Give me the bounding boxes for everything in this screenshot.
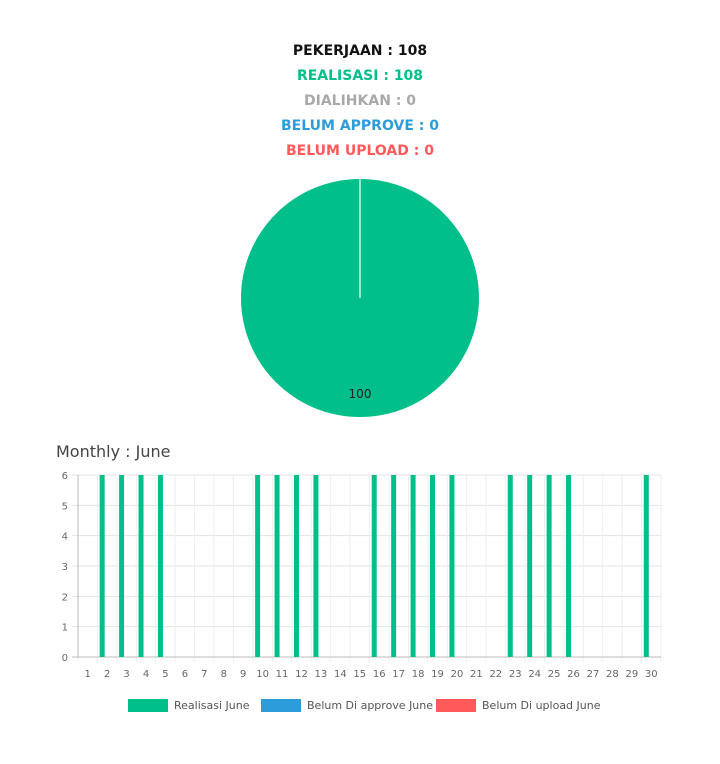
belum-approve-total: BELUM APPROVE : 0 (281, 118, 439, 134)
bar-realisasi-june-12[interactable] (293, 475, 299, 657)
bar-realisasi-june-24[interactable] (527, 475, 533, 657)
dialihkan-total: DIALIHKAN : 0 (304, 93, 416, 109)
x-tick-label: 2 (104, 669, 110, 680)
x-tick-label: 1 (85, 669, 91, 680)
x-tick-label: 5 (162, 669, 168, 680)
bar-realisasi-june-26[interactable] (566, 475, 572, 657)
bar-realisasi-june-20[interactable] (449, 475, 455, 657)
y-tick-label: 0 (62, 653, 68, 664)
x-tick-label: 24 (528, 669, 541, 680)
chart-legend: Realisasi June Belum Di approve June Bel… (0, 696, 720, 714)
bar-realisasi-june-5[interactable] (157, 475, 163, 657)
bar-realisasi-june-19[interactable] (430, 475, 436, 657)
legend-item-realisasi[interactable]: Realisasi June (128, 696, 249, 714)
bar-realisasi-june-11[interactable] (274, 475, 280, 657)
realisasi-total: REALISASI : 108 (296, 68, 424, 84)
legend-swatch-belum-upload (436, 698, 476, 712)
x-tick-label: 29 (625, 669, 638, 680)
bar-realisasi-june-18[interactable] (410, 475, 416, 657)
legend-swatch-realisasi (128, 698, 168, 712)
x-tick-label: 19 (431, 669, 444, 680)
x-tick-label: 26 (567, 669, 580, 680)
legend-label-realisasi: Realisasi June (174, 698, 250, 712)
x-tick-label: 20 (451, 669, 464, 680)
x-tick-label: 10 (256, 669, 269, 680)
pie-data-label: 100 (349, 387, 372, 401)
legend-item-belum-upload[interactable]: Belum Di upload June (436, 696, 601, 714)
x-tick-label: 30 (645, 669, 658, 680)
bar-realisasi-june-17[interactable] (391, 475, 397, 657)
bar-realisasi-june-3[interactable] (119, 475, 125, 657)
x-tick-label: 7 (201, 669, 207, 680)
y-tick-label: 3 (62, 562, 68, 573)
x-tick-label: 4 (143, 669, 149, 680)
x-tick-label: 9 (240, 669, 246, 680)
bar-realisasi-june-13[interactable] (313, 475, 319, 657)
bar-realisasi-june-23[interactable] (507, 475, 513, 657)
legend-label-belum-approve: Belum Di approve June (307, 698, 434, 712)
bar-realisasi-june-25[interactable] (546, 475, 552, 657)
belum-upload-total: BELUM UPLOAD : 0 (286, 143, 434, 159)
bar-realisasi-june-10[interactable] (255, 475, 261, 657)
legend-swatch-belum-approve (261, 698, 301, 712)
x-tick-label: 6 (182, 669, 188, 680)
x-tick-label: 21 (470, 669, 483, 680)
y-tick-label: 2 (62, 592, 68, 603)
monthly-title: Monthly : June (56, 442, 171, 461)
x-tick-label: 25 (548, 669, 561, 680)
x-tick-label: 12 (295, 669, 308, 680)
x-tick-label: 18 (412, 669, 425, 680)
x-tick-label: 11 (276, 669, 289, 680)
y-tick-label: 6 (62, 471, 68, 482)
bar-realisasi-june-4[interactable] (138, 475, 144, 657)
x-tick-label: 17 (392, 669, 405, 680)
x-tick-label: 28 (606, 669, 619, 680)
x-tick-label: 16 (373, 669, 386, 680)
legend-label-belum-upload: Belum Di upload June (482, 698, 601, 712)
x-tick-label: 3 (123, 669, 129, 680)
bar-realisasi-june-16[interactable] (371, 475, 377, 657)
x-tick-label: 14 (334, 669, 347, 680)
y-tick-label: 1 (62, 623, 68, 634)
y-tick-label: 4 (62, 532, 68, 543)
x-tick-label: 27 (587, 669, 600, 680)
bar-realisasi-june-2[interactable] (99, 475, 105, 657)
y-tick-label: 5 (62, 501, 68, 512)
pie-chart[interactable]: 100 (230, 170, 490, 430)
bar-realisasi-june-30[interactable] (643, 475, 649, 657)
x-tick-label: 8 (221, 669, 227, 680)
legend-item-belum-approve[interactable]: Belum Di approve June (261, 696, 433, 714)
pekerjaan-total: PEKERJAAN : 108 (292, 43, 428, 59)
x-tick-label: 13 (315, 669, 328, 680)
x-tick-label: 23 (509, 669, 522, 680)
x-tick-label: 22 (489, 669, 502, 680)
x-tick-label: 15 (353, 669, 366, 680)
